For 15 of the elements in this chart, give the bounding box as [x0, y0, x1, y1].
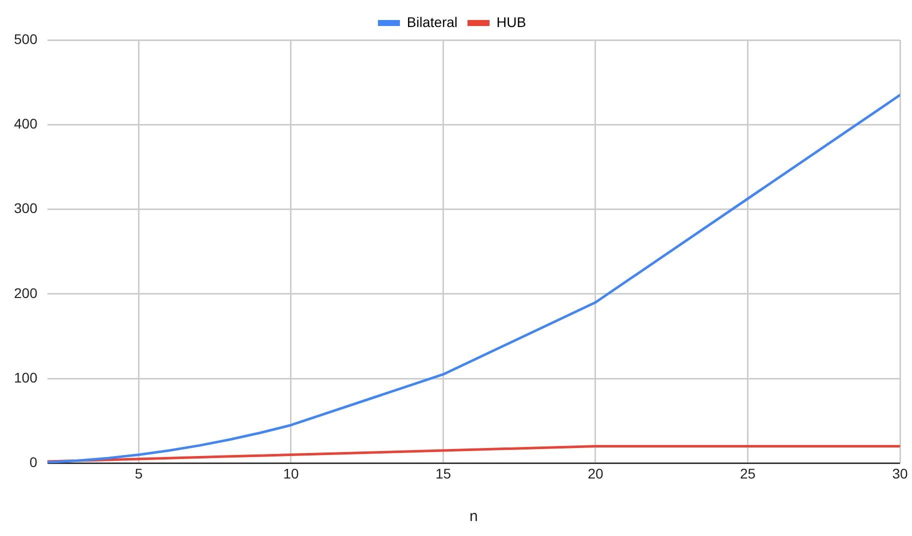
x-tick-label: 15 [435, 465, 452, 482]
legend-label: HUB [496, 14, 526, 30]
y-tick-label: 0 [30, 454, 38, 470]
x-tick-label: 10 [283, 465, 299, 482]
y-tick-label: 400 [14, 116, 38, 132]
legend-label: Bilateral [406, 14, 458, 30]
y-tick-label: 500 [14, 30, 38, 47]
x-tick-label: 20 [588, 465, 604, 482]
x-axis-title: n [470, 508, 478, 526]
y-tick-label: 100 [14, 369, 38, 386]
y-tick-label: 200 [14, 284, 38, 301]
x-tick-label: 25 [740, 465, 756, 482]
y-tick-label: 300 [14, 200, 38, 216]
x-tick-label: 5 [134, 465, 143, 482]
x-tick-label: 30 [892, 465, 908, 482]
